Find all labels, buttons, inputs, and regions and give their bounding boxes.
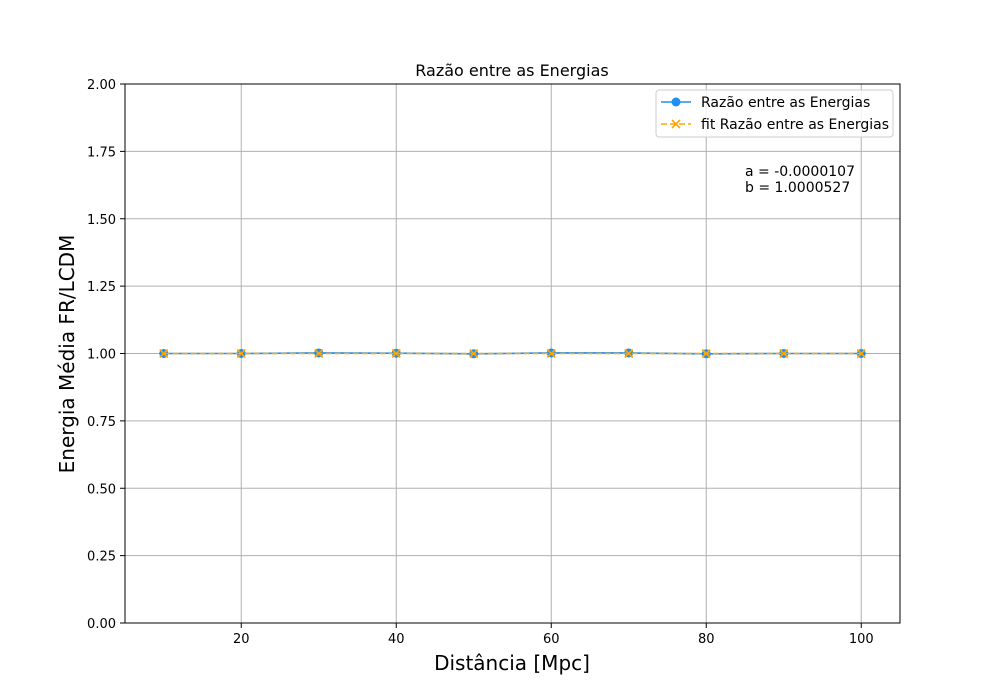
ticks: 20 40 60 80 100 0.00 0.25 0.50 0.75 1.00 1.25 1.50 1… (87, 78, 874, 647)
fit-point (159, 348, 169, 359)
fit-point (624, 348, 634, 359)
fit-point (856, 348, 866, 359)
legend-marker-data (671, 97, 681, 107)
y-tick-label: 1.75 (87, 145, 116, 160)
fit-point (779, 348, 789, 359)
x-tick-label: 60 (543, 632, 560, 647)
y-tick-label: 0.25 (87, 550, 116, 565)
legend-box (655, 89, 894, 138)
fit-point (314, 348, 324, 359)
fit-point (701, 348, 711, 359)
y-tick-label: 2.00 (87, 78, 116, 93)
y-tick-label: 0.75 (87, 415, 116, 430)
y-tick-label: 1.25 (87, 280, 116, 295)
y-axis-label: Energia Média FR/LCDM (55, 235, 79, 474)
legend: Razão entre as Energias fit Razão entre … (655, 89, 894, 138)
x-tick-label: 100 (849, 632, 874, 647)
y-tick-label: 0.00 (87, 617, 116, 632)
y-tick-label: 1.50 (87, 213, 116, 228)
legend-label-data: Razão entre as Energias (701, 95, 870, 111)
annotation-b: b = 1.0000527 (745, 180, 850, 196)
chart-title: Razão entre as Energias (415, 61, 608, 80)
legend-marker-fit (671, 119, 681, 129)
series-layer (159, 348, 866, 359)
fit-point (391, 348, 401, 359)
x-tick-label: 40 (388, 632, 405, 647)
x-axis-label: Distância [Mpc] (434, 651, 590, 675)
fit-point (469, 348, 479, 359)
x-tick-label: 80 (698, 632, 715, 647)
fit-point (546, 348, 556, 359)
y-tick-label: 0.50 (87, 482, 116, 497)
legend-label-fit: fit Razão entre as Energias (701, 117, 889, 133)
y-tick-label: 1.00 (87, 348, 116, 363)
annotation-a: a = -0.0000107 (745, 164, 855, 180)
fit-point (236, 348, 246, 359)
x-tick-label: 20 (233, 632, 250, 647)
